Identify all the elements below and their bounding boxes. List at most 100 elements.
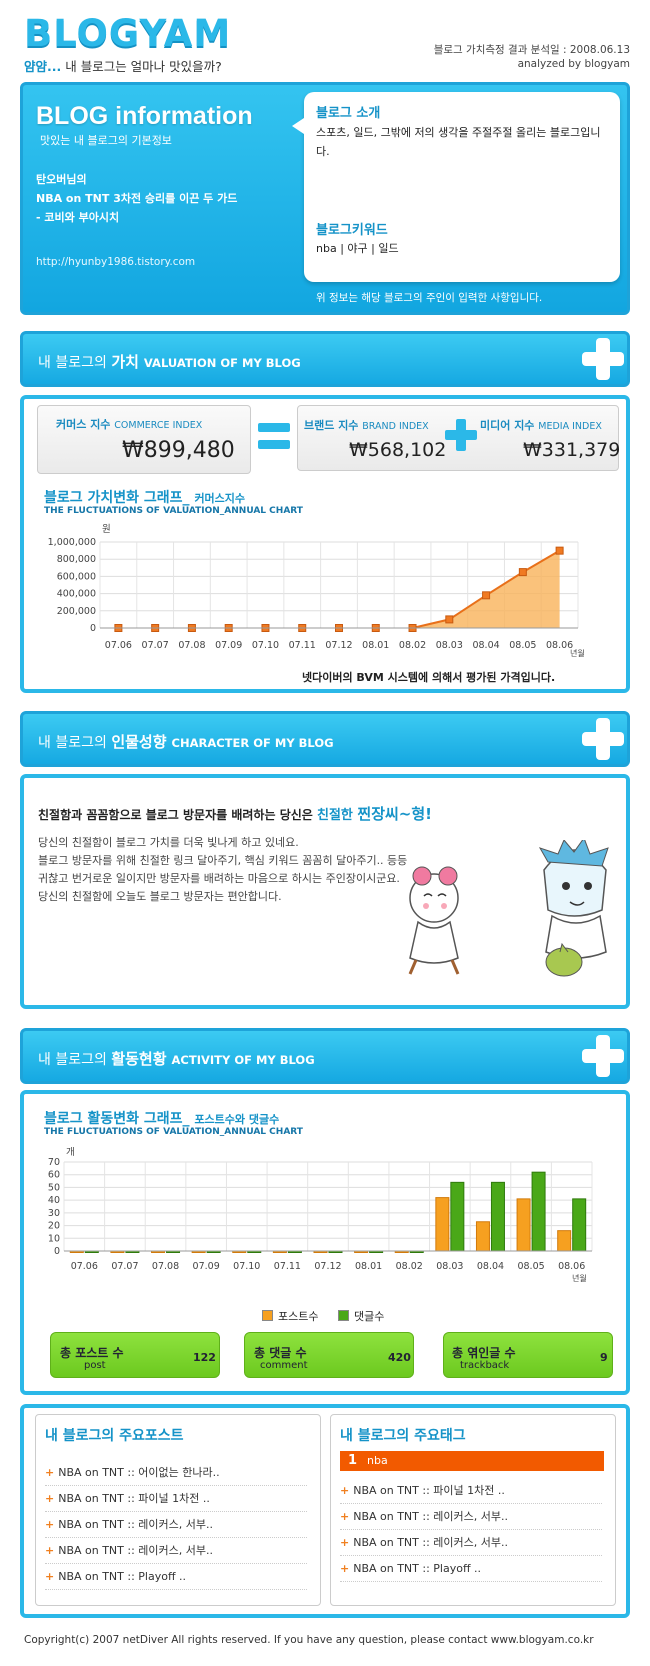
- latest-post[interactable]: 탄오버님의 NBA on TNT 3차전 승리를 이끈 두 가드 - 코비와 부…: [36, 170, 276, 227]
- tt-head-b: 주요태그: [414, 1428, 466, 1444]
- list-item[interactable]: NBA on TNT :: 파이널 1차전 ..: [340, 1478, 602, 1504]
- top-tags-list: NBA on TNT :: 파이널 1차전 .. NBA on TNT :: 레…: [340, 1478, 602, 1582]
- list-item[interactable]: NBA on TNT :: Playoff ..: [45, 1564, 307, 1590]
- sec3-key: 활동현황: [111, 1050, 167, 1068]
- bar-posts: [435, 1197, 450, 1252]
- total-trackbacks-label: 총 엮인글 수: [452, 1346, 516, 1360]
- blog-url-link[interactable]: http://hyunby1986.tistory.com: [36, 256, 196, 268]
- x-tick-label: 07.08: [152, 1261, 179, 1272]
- tp-head-a: 내 블로그의: [45, 1428, 120, 1444]
- expand-plus-icon[interactable]: [580, 1033, 626, 1079]
- expand-plus-icon[interactable]: [580, 716, 626, 762]
- activity-section-header: [20, 1028, 630, 1084]
- char-line: 당신의 친절함에 오늘도 블로그 방문자는 편안합니다.: [38, 890, 282, 903]
- total-comments-label: 총 댓글 수: [254, 1346, 307, 1360]
- y-tick-label: 60: [48, 1170, 60, 1181]
- sec1-pre: 내 블로그의: [38, 355, 112, 371]
- x-tick-label: 08.01: [355, 1261, 382, 1272]
- activity-section-title: 내 블로그의 활동현황 ACTIVITY OF MY BLOG: [38, 1048, 315, 1069]
- info-note: 위 정보는 해당 블로그의 주인이 입력한 사항입니다.: [316, 292, 543, 304]
- plus-icon: [445, 419, 477, 451]
- commerce-index-label: 커머스 지수 COMMERCE INDEX: [56, 416, 202, 432]
- x-unit-label: 년월: [570, 648, 585, 658]
- post-title-cont[interactable]: - 코비와 부아시치: [36, 211, 120, 224]
- y-tick-label: 30: [48, 1208, 60, 1219]
- x-tick-label: 07.11: [274, 1261, 301, 1272]
- total-comments-sub: comment: [260, 1360, 308, 1371]
- x-tick-label: 08.02: [399, 640, 426, 651]
- sec2-key: 인물성향: [111, 733, 167, 751]
- post-title[interactable]: NBA on TNT 3차전 승리를 이끈 두 가드: [36, 192, 238, 205]
- x-tick-label: 08.02: [396, 1261, 423, 1272]
- bvm-note: 넷다이버의 BVM 시스템에 의해서 평가된 가격입니다.: [302, 671, 556, 684]
- commerce-index-value: ₩899,480: [122, 438, 235, 463]
- x-tick-label: 08.05: [509, 640, 536, 651]
- top-tag-name: nba: [367, 1454, 388, 1467]
- data-point: [555, 546, 564, 555]
- character-panel: [20, 774, 630, 1009]
- ag-title-small: 포스트수와 댓글수: [194, 1113, 280, 1126]
- sec3-en: ACTIVITY OF MY BLOG: [171, 1053, 315, 1067]
- vg-title: 블로그 가치변화 그래프_: [44, 490, 190, 506]
- x-tick-label: 07.06: [105, 640, 132, 651]
- top-tags-heading: 내 블로그의 주요태그: [340, 1425, 466, 1445]
- list-item[interactable]: NBA on TNT :: 레이커스, 서부..: [45, 1512, 307, 1538]
- x-tick-label: 08.05: [517, 1261, 544, 1272]
- tp-head-b: 주요포스트: [119, 1428, 184, 1444]
- brand-en: BRAND INDEX: [362, 421, 429, 432]
- valuation-section-title: 내 블로그의 가치 VALUATION OF MY BLOG: [38, 351, 301, 372]
- valuation-graph-title: 블로그 가치변화 그래프_ 커머스지수: [44, 487, 245, 507]
- legend-comments-swatch: [338, 1310, 349, 1321]
- x-tick-label: 07.09: [215, 640, 242, 651]
- bar-posts: [475, 1221, 490, 1252]
- bar-comments: [450, 1181, 465, 1252]
- y-tick-label: 70: [48, 1157, 60, 1168]
- blog-information-title: BLOG information: [36, 102, 253, 130]
- sec1-key: 가치: [111, 353, 139, 371]
- list-item[interactable]: NBA on TNT :: 파이널 1차전 ..: [45, 1486, 307, 1512]
- list-item[interactable]: NBA on TNT :: Playoff ..: [340, 1556, 602, 1582]
- valuation-graph-subtitle: THE FLUCTUATIONS OF VALUATION_ANNUAL CHA…: [44, 506, 303, 516]
- top-tag-bar[interactable]: 1 nba: [340, 1451, 604, 1471]
- total-posts-sub: post: [84, 1360, 106, 1371]
- total-comments-value: 420: [388, 1351, 411, 1364]
- char-line: 블로그 방문자를 위해 친절한 링크 달아주기, 핵심 키워드 꼼꼼히 달아주기…: [38, 854, 408, 867]
- bar-comments: [490, 1181, 505, 1252]
- top-posts-list: NBA on TNT :: 어이없는 한나라.. NBA on TNT :: 파…: [45, 1460, 307, 1590]
- brand-index-label: 브랜드 지수 BRAND INDEX: [304, 417, 429, 433]
- valuation-section-header: [20, 331, 630, 387]
- total-trackbacks-sub: trackback: [460, 1360, 510, 1371]
- analyzed-by: analyzed by blogyam: [517, 58, 630, 70]
- char-type: 찐장씨~형!: [357, 805, 433, 823]
- list-item[interactable]: NBA on TNT :: 레이커스, 서부..: [340, 1504, 602, 1530]
- x-tick-label: 07.12: [314, 1261, 341, 1272]
- bar-comments: [572, 1198, 587, 1252]
- top-posts-heading: 내 블로그의 주요포스트: [45, 1425, 184, 1445]
- list-item[interactable]: NBA on TNT :: 어이없는 한나라..: [45, 1460, 307, 1486]
- sec2-pre: 내 블로그의: [38, 735, 112, 751]
- bar-posts: [516, 1198, 531, 1252]
- x-tick-label: 07.08: [178, 640, 205, 651]
- y-unit-label: 원: [102, 524, 111, 535]
- sec3-pre: 내 블로그의: [38, 1052, 112, 1068]
- expand-plus-icon[interactable]: [580, 336, 626, 382]
- y-tick-label: 600,000: [57, 571, 96, 582]
- total-trackbacks-box: [443, 1332, 613, 1378]
- analysis-date: 블로그 가치측정 결과 분석일 : 2008.06.13: [433, 44, 630, 56]
- total-posts-value: 122: [193, 1351, 216, 1364]
- activity-graph-subtitle: THE FLUCTUATIONS OF VALUATION_ANNUAL CHA…: [44, 1127, 303, 1137]
- blogyam-logo[interactable]: BLOGYAM: [24, 12, 232, 55]
- list-item[interactable]: NBA on TNT :: 레이커스, 서부..: [340, 1530, 602, 1556]
- valuation-chart: 원 0 200,000 400,000 600,000 800,000 1,000,000 0…: [48, 524, 585, 658]
- character-section-title: 내 블로그의 인물성향 CHARACTER OF MY BLOG: [38, 731, 334, 752]
- blog-intro-text: 스포츠, 일드, 그밖에 저의 생각을 주절주절 올리는 블로그입니다.: [316, 126, 601, 158]
- x-tick-label: 08.06: [558, 1261, 585, 1272]
- y-unit-label: 개: [66, 1147, 75, 1158]
- y-tick-label: 40: [48, 1195, 60, 1206]
- y-tick-label: 200,000: [57, 606, 96, 617]
- y-tick-label: 50: [48, 1182, 60, 1193]
- list-item[interactable]: NBA on TNT :: 레이커스, 서부..: [45, 1538, 307, 1564]
- sec1-en: VALUATION OF MY BLOG: [143, 356, 301, 370]
- total-posts-box: [50, 1332, 220, 1378]
